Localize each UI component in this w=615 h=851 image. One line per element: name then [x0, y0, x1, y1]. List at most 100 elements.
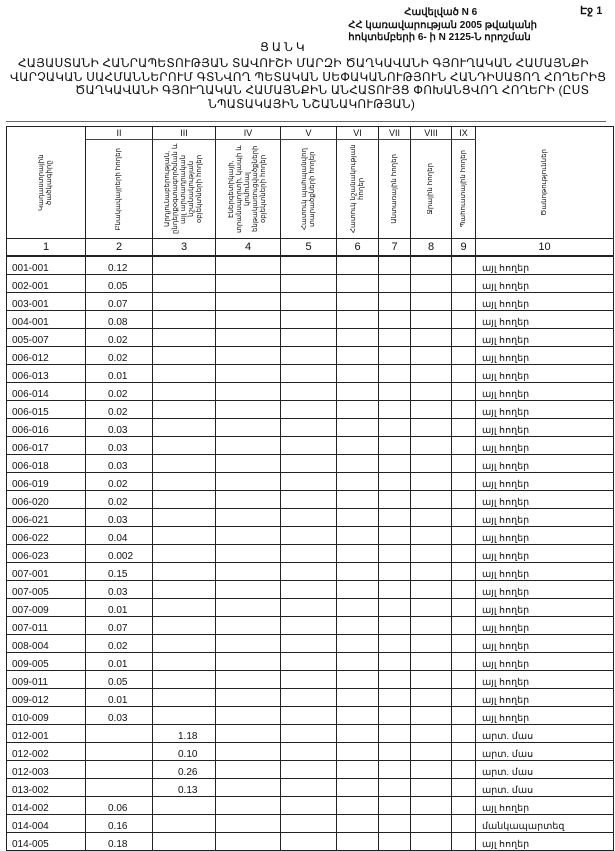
empty-cell: [410, 472, 452, 491]
empty-cell: [378, 436, 411, 455]
empty-cell: [336, 562, 379, 581]
empty-cell: [378, 796, 411, 815]
industrial-land-area: [152, 454, 216, 473]
settlement-land-area: 0.03: [85, 436, 153, 455]
industrial-land-area: [152, 616, 216, 635]
empty-cell: [336, 292, 379, 311]
settlement-land-area: 0.07: [85, 292, 153, 311]
cadastral-code: 006-019: [6, 472, 86, 491]
settlement-land-area: 0.16: [85, 814, 153, 833]
column-roman-numeral: VIII: [410, 126, 452, 140]
empty-cell: [378, 580, 411, 599]
industrial-land-area: [152, 436, 216, 455]
empty-cell: [336, 742, 379, 761]
empty-cell: [336, 688, 379, 707]
empty-cell: [336, 436, 379, 455]
industrial-land-area: [152, 544, 216, 563]
empty-cell: [410, 652, 452, 671]
empty-cell: [378, 418, 411, 437]
settlement-land-area: 0.06: [85, 796, 153, 815]
empty-cell: [378, 634, 411, 653]
empty-cell: [378, 400, 411, 419]
empty-cell: [280, 814, 337, 833]
table-row: 006-023 0.002 այլ հողեր: [6, 544, 614, 563]
industrial-land-area: [152, 364, 216, 383]
empty-cell: [215, 598, 281, 617]
note: այլ հողեր: [475, 436, 614, 455]
settlement-land-area: [85, 760, 153, 779]
empty-cell: [336, 832, 379, 851]
empty-cell: [336, 508, 379, 527]
empty-cell: [215, 418, 281, 437]
empty-cell: [215, 490, 281, 509]
column-header-text: Կադաստրային ծածկագիրը: [38, 154, 53, 211]
cadastral-code: 002-001: [6, 274, 86, 293]
empty-cell: [378, 616, 411, 635]
cadastral-code: 006-021: [6, 508, 86, 527]
table-row: 006-022 0.04 այլ հողեր: [6, 526, 614, 545]
column-header: Հատուկ նշանակության հողեր: [336, 139, 379, 239]
empty-cell: [410, 706, 452, 725]
note: այլ հողեր: [475, 328, 614, 347]
empty-cell: [378, 472, 411, 491]
settlement-land-area: 0.02: [85, 328, 153, 347]
settlement-land-area: [85, 742, 153, 761]
settlement-land-area: 0.02: [85, 382, 153, 401]
column-header: Կադաստրային ծածկագիրը: [6, 126, 86, 239]
empty-cell: [336, 760, 379, 779]
industrial-land-area: [152, 310, 216, 329]
empty-cell: [336, 634, 379, 653]
empty-cell: [280, 634, 337, 653]
column-roman-numeral: VII: [378, 126, 411, 140]
empty-cell: [378, 778, 411, 797]
empty-cell: [410, 255, 452, 275]
empty-cell: [378, 724, 411, 743]
cadastral-code: 009-012: [6, 688, 86, 707]
empty-cell: [378, 706, 411, 725]
column-header-text: Ծանոթություններ: [540, 149, 548, 216]
industrial-land-area: [152, 652, 216, 671]
settlement-land-area: 0.05: [85, 274, 153, 293]
column-number: 8: [410, 238, 452, 257]
column-roman-numeral: II: [85, 126, 153, 140]
empty-cell: [451, 742, 476, 761]
empty-cell: [378, 274, 411, 293]
annex-line: ՀՀ կառավարության 2005 թվականի: [348, 19, 537, 31]
empty-cell: [336, 580, 379, 599]
column-header-text: Անտառային հողեր: [390, 154, 398, 224]
industrial-land-area: [152, 688, 216, 707]
empty-cell: [215, 310, 281, 329]
empty-cell: [215, 616, 281, 635]
cadastral-code: 006-013: [6, 364, 86, 383]
empty-cell: [215, 472, 281, 491]
settlement-land-area: 0.12: [85, 255, 153, 275]
note: այլ հողեր: [475, 346, 614, 365]
column-header: Արդյունաբերության, ընդերքօգտագործման և ա…: [152, 139, 216, 239]
table-row: 006-014 0.02 այլ հողեր: [6, 382, 614, 401]
note: արտ. մաս: [475, 778, 614, 797]
note: արտ. մաս: [475, 742, 614, 761]
empty-cell: [451, 796, 476, 815]
cadastral-code: 005-007: [6, 328, 86, 347]
cadastral-code: 006-018: [6, 454, 86, 473]
empty-cell: [451, 508, 476, 527]
empty-cell: [451, 328, 476, 347]
settlement-land-area: 0.02: [85, 400, 153, 419]
table-row: 006-017 0.03 այլ հողեր: [6, 436, 614, 455]
empty-cell: [280, 796, 337, 815]
empty-cell: [215, 436, 281, 455]
industrial-land-area: [152, 814, 216, 833]
settlement-land-area: [85, 724, 153, 743]
column-roman-numeral: III: [152, 126, 216, 140]
empty-cell: [410, 742, 452, 761]
cadastral-code: 012-002: [6, 742, 86, 761]
settlement-land-area: 0.02: [85, 634, 153, 653]
industrial-land-area: [152, 526, 216, 545]
empty-cell: [336, 490, 379, 509]
industrial-land-area: [152, 472, 216, 491]
empty-cell: [410, 688, 452, 707]
table-row: 012-002 0.10 արտ. մաս: [6, 742, 614, 761]
empty-cell: [280, 562, 337, 581]
industrial-land-area: [152, 328, 216, 347]
empty-cell: [215, 724, 281, 743]
